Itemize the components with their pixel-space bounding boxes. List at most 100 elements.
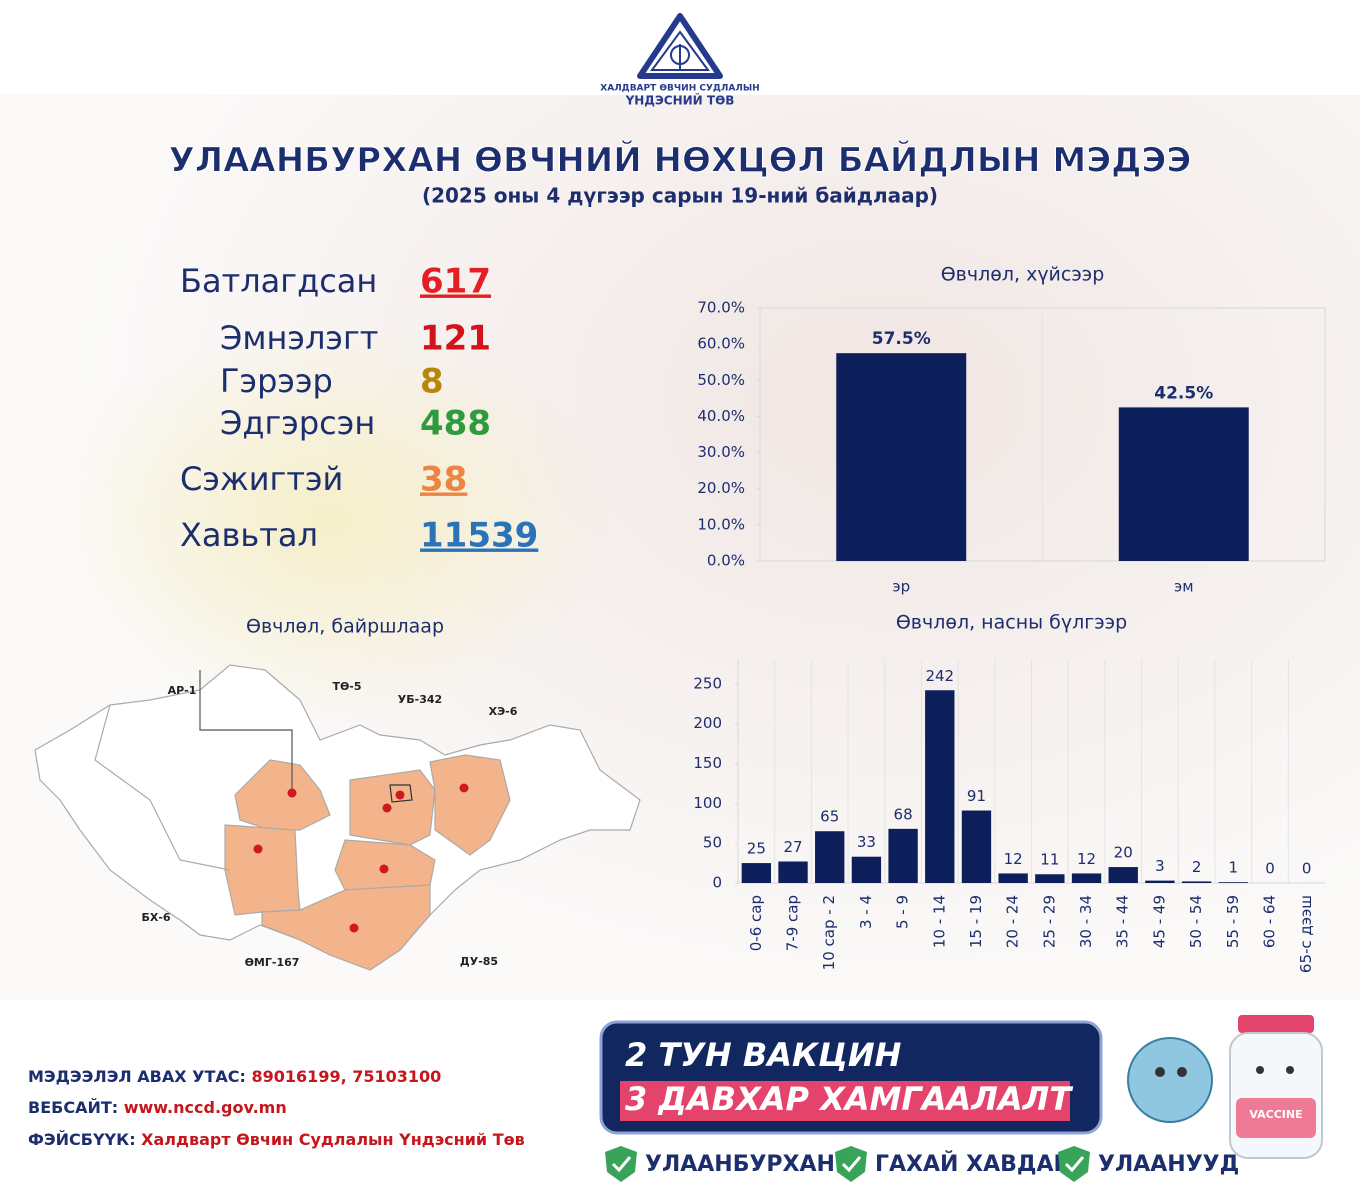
value-label: 27 [783, 838, 802, 856]
stat-label: Сэжигтэй [180, 460, 343, 498]
disease-list: УЛААНБУРХАН ГАХАЙ ХАВДАР УЛААНУУД [605, 1146, 1239, 1182]
map-label: ХЭ-6 [489, 705, 518, 718]
y-tick-label: 20.0% [697, 479, 745, 497]
bar [925, 690, 955, 883]
y-tick-label: 10.0% [697, 515, 745, 533]
map-markers [253, 783, 469, 933]
banner-line: 3 ДАВХАР ХАМГААЛАЛТ [625, 1080, 1073, 1118]
stat-label: Хавьтал [180, 516, 318, 554]
check-mark [1064, 1156, 1085, 1173]
check-shield [605, 1146, 637, 1182]
bar [998, 873, 1028, 883]
value-label: 1 [1229, 859, 1239, 877]
value-label: 25 [747, 840, 766, 858]
value-label: 12 [1077, 850, 1096, 868]
y-tick-label: 50.0% [697, 371, 745, 389]
logo [637, 13, 723, 79]
background-glow [50, 320, 610, 720]
label: ФЭЙСБҮҮК: [28, 1130, 136, 1149]
chart-title: Өвчлөл, насны бүлгээр [896, 612, 1127, 634]
stat-value: 11539 [420, 516, 538, 556]
stat-label: Батлагдсан [180, 262, 377, 300]
bar [1181, 881, 1212, 883]
stat-label: Гэрээр [220, 362, 333, 400]
stat-label: Эмнэлэгт [220, 319, 378, 357]
stat-value: 617 [420, 262, 491, 302]
banner-highlight [620, 1081, 1070, 1121]
x-tick-label: 0-6 сар [747, 895, 765, 951]
stat-value: 8 [420, 362, 444, 402]
y-tick-label: 70.0% [697, 299, 745, 317]
value: Халдварт Өвчин Судлалын Үндэсний Төв [141, 1130, 525, 1149]
value-label: 42.5% [1154, 383, 1213, 403]
x-tick-label: 50 - 54 [1187, 895, 1205, 948]
x-tick-label: 15 - 19 [967, 895, 985, 948]
disease-name: УЛААНУУД [1098, 1152, 1239, 1177]
stats: Батлагдсан 617 Эмнэлэгт 121 Гэрээр 8 Эдгэрсэн 4… [180, 262, 538, 556]
bar [836, 353, 967, 561]
value-label: 91 [967, 787, 986, 805]
y-tick-label: 150 [693, 754, 722, 772]
bar [1218, 882, 1248, 883]
bar [1145, 880, 1175, 883]
stat-label: Эдгэрсэн [220, 404, 375, 442]
x-tick-label: 25 - 29 [1040, 895, 1058, 948]
y-tick-label: 0 [712, 874, 722, 892]
y-tick-label: 100 [693, 794, 722, 812]
x-tick-label: 55 - 59 [1224, 895, 1242, 948]
bar [815, 831, 845, 883]
map [34, 664, 641, 971]
y-tick-label: 60.0% [697, 335, 745, 353]
contact-facebook: ФЭЙСБҮҮК: Халдварт Өвчин Судлалын Үндэсн… [28, 1130, 525, 1149]
contact-phone: МЭДЭЭЛЭЛ АВАХ УТАС: 89016199, 75103100 [28, 1067, 441, 1086]
x-tick-label: 3 - 4 [857, 895, 875, 929]
value-label: 12 [1004, 850, 1023, 868]
map-label: ТӨ-5 [332, 680, 361, 693]
bar [961, 810, 992, 883]
map-label: ӨМГ-167 [245, 956, 300, 969]
org-name: ХАЛДВАРТ ӨВЧИН СУДЛАЛЫН [600, 84, 759, 94]
y-tick-label: 200 [693, 714, 722, 732]
y-tick-label: 50 [703, 834, 722, 852]
title: УЛААНБУРХАН ӨВЧНИЙ НӨХЦӨЛ БАЙДЛЫН МЭДЭЭ [169, 140, 1192, 181]
stat-value: 121 [420, 319, 491, 359]
value-label: 0 [1265, 860, 1275, 878]
contacts: МЭДЭЭЛЭЛ АВАХ УТАС: 89016199, 75103100 В… [28, 1067, 525, 1149]
bar [1108, 867, 1138, 883]
label: ВЕБСАЙТ: [28, 1098, 118, 1117]
subtitle: (2025 оны 4 дүгээр сарын 19-ний байдлаар… [422, 184, 938, 208]
map-label: БХ-6 [141, 911, 170, 924]
value: 89016199, 75103100 [252, 1067, 442, 1086]
check-mark [611, 1156, 632, 1173]
contact-web: ВЕБСАЙТ: www.nccd.gov.mn [28, 1098, 287, 1117]
check-mark [841, 1156, 862, 1173]
check-shield [835, 1146, 867, 1182]
banner-line: 2 ТУН ВАКЦИН [625, 1036, 902, 1074]
x-tick-label: 60 - 64 [1260, 895, 1278, 948]
value-label: 242 [925, 667, 954, 685]
x-tick-label: 10 - 14 [930, 895, 948, 948]
map-label: УБ-342 [398, 693, 442, 706]
y-tick-label: 40.0% [697, 407, 745, 425]
stat-value: 38 [420, 460, 467, 500]
label: МЭДЭЭЛЭЛ АВАХ УТАС: [28, 1067, 246, 1086]
x-tick-label: эр [892, 578, 910, 596]
y-tick-label: 0.0% [707, 552, 745, 570]
x-tick-label: 30 - 34 [1077, 895, 1095, 948]
map-label: ДУ-85 [460, 955, 498, 968]
value-label: 68 [894, 805, 913, 823]
bottle-label: VACCINE [1249, 1108, 1302, 1121]
bar [888, 828, 918, 883]
stat-value: 488 [420, 404, 491, 444]
bar [1118, 407, 1249, 561]
x-tick-label: 65-с дээш [1297, 895, 1315, 973]
map-labels: АР-1 ТӨ-5 УБ-342 ХЭ-6 БХ-6 ӨМГ-167 ДУ-85 [141, 680, 517, 969]
charts: Өвчлөл, хүйсээр 0.0% 10.0% 20.0% 30.0% 40.0% 5… [693, 264, 1326, 973]
x-tick-label: 7-9 сар [784, 895, 802, 951]
x-tick-label: 10 сар - 2 [820, 895, 838, 970]
illustration: VACCINE [1127, 1015, 1323, 1159]
y-tick-label: 30.0% [697, 443, 745, 461]
value-label: 11 [1040, 851, 1059, 869]
bar [778, 861, 808, 883]
